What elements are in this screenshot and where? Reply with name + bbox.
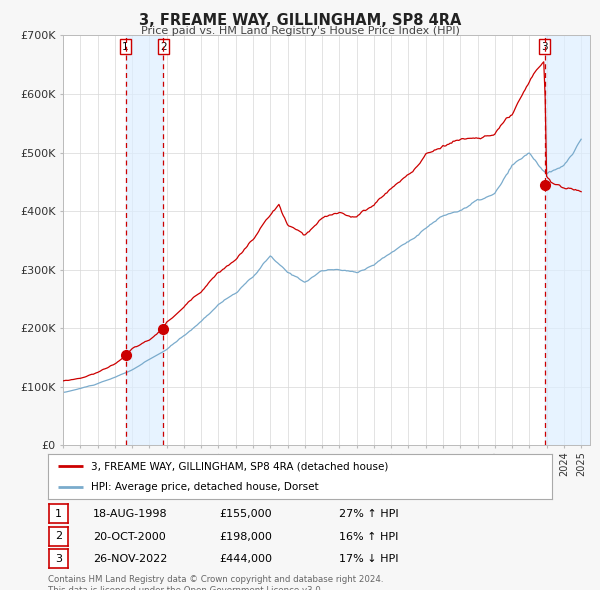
- Text: £198,000: £198,000: [219, 532, 272, 542]
- Text: 16% ↑ HPI: 16% ↑ HPI: [339, 532, 398, 542]
- Text: 3, FREAME WAY, GILLINGHAM, SP8 4RA: 3, FREAME WAY, GILLINGHAM, SP8 4RA: [139, 13, 461, 28]
- Text: 26-NOV-2022: 26-NOV-2022: [93, 555, 167, 564]
- Text: Price paid vs. HM Land Registry's House Price Index (HPI): Price paid vs. HM Land Registry's House …: [140, 26, 460, 36]
- Text: Contains HM Land Registry data © Crown copyright and database right 2024.
This d: Contains HM Land Registry data © Crown c…: [48, 575, 383, 590]
- Text: 1: 1: [122, 41, 129, 51]
- Text: 2: 2: [55, 532, 62, 541]
- Text: 27% ↑ HPI: 27% ↑ HPI: [339, 510, 398, 519]
- Bar: [545, 35, 590, 445]
- Text: 1: 1: [55, 509, 62, 519]
- Text: 18-AUG-1998: 18-AUG-1998: [93, 510, 167, 519]
- Text: £444,000: £444,000: [219, 555, 272, 564]
- Text: HPI: Average price, detached house, Dorset: HPI: Average price, detached house, Dors…: [91, 481, 319, 491]
- Bar: [125, 35, 163, 445]
- Text: £155,000: £155,000: [219, 510, 272, 519]
- Text: 3: 3: [55, 554, 62, 563]
- Text: 2: 2: [160, 41, 166, 51]
- Text: 3, FREAME WAY, GILLINGHAM, SP8 4RA (detached house): 3, FREAME WAY, GILLINGHAM, SP8 4RA (deta…: [91, 461, 388, 471]
- Text: 20-OCT-2000: 20-OCT-2000: [93, 532, 166, 542]
- Text: 3: 3: [542, 41, 548, 51]
- Text: 17% ↓ HPI: 17% ↓ HPI: [339, 555, 398, 564]
